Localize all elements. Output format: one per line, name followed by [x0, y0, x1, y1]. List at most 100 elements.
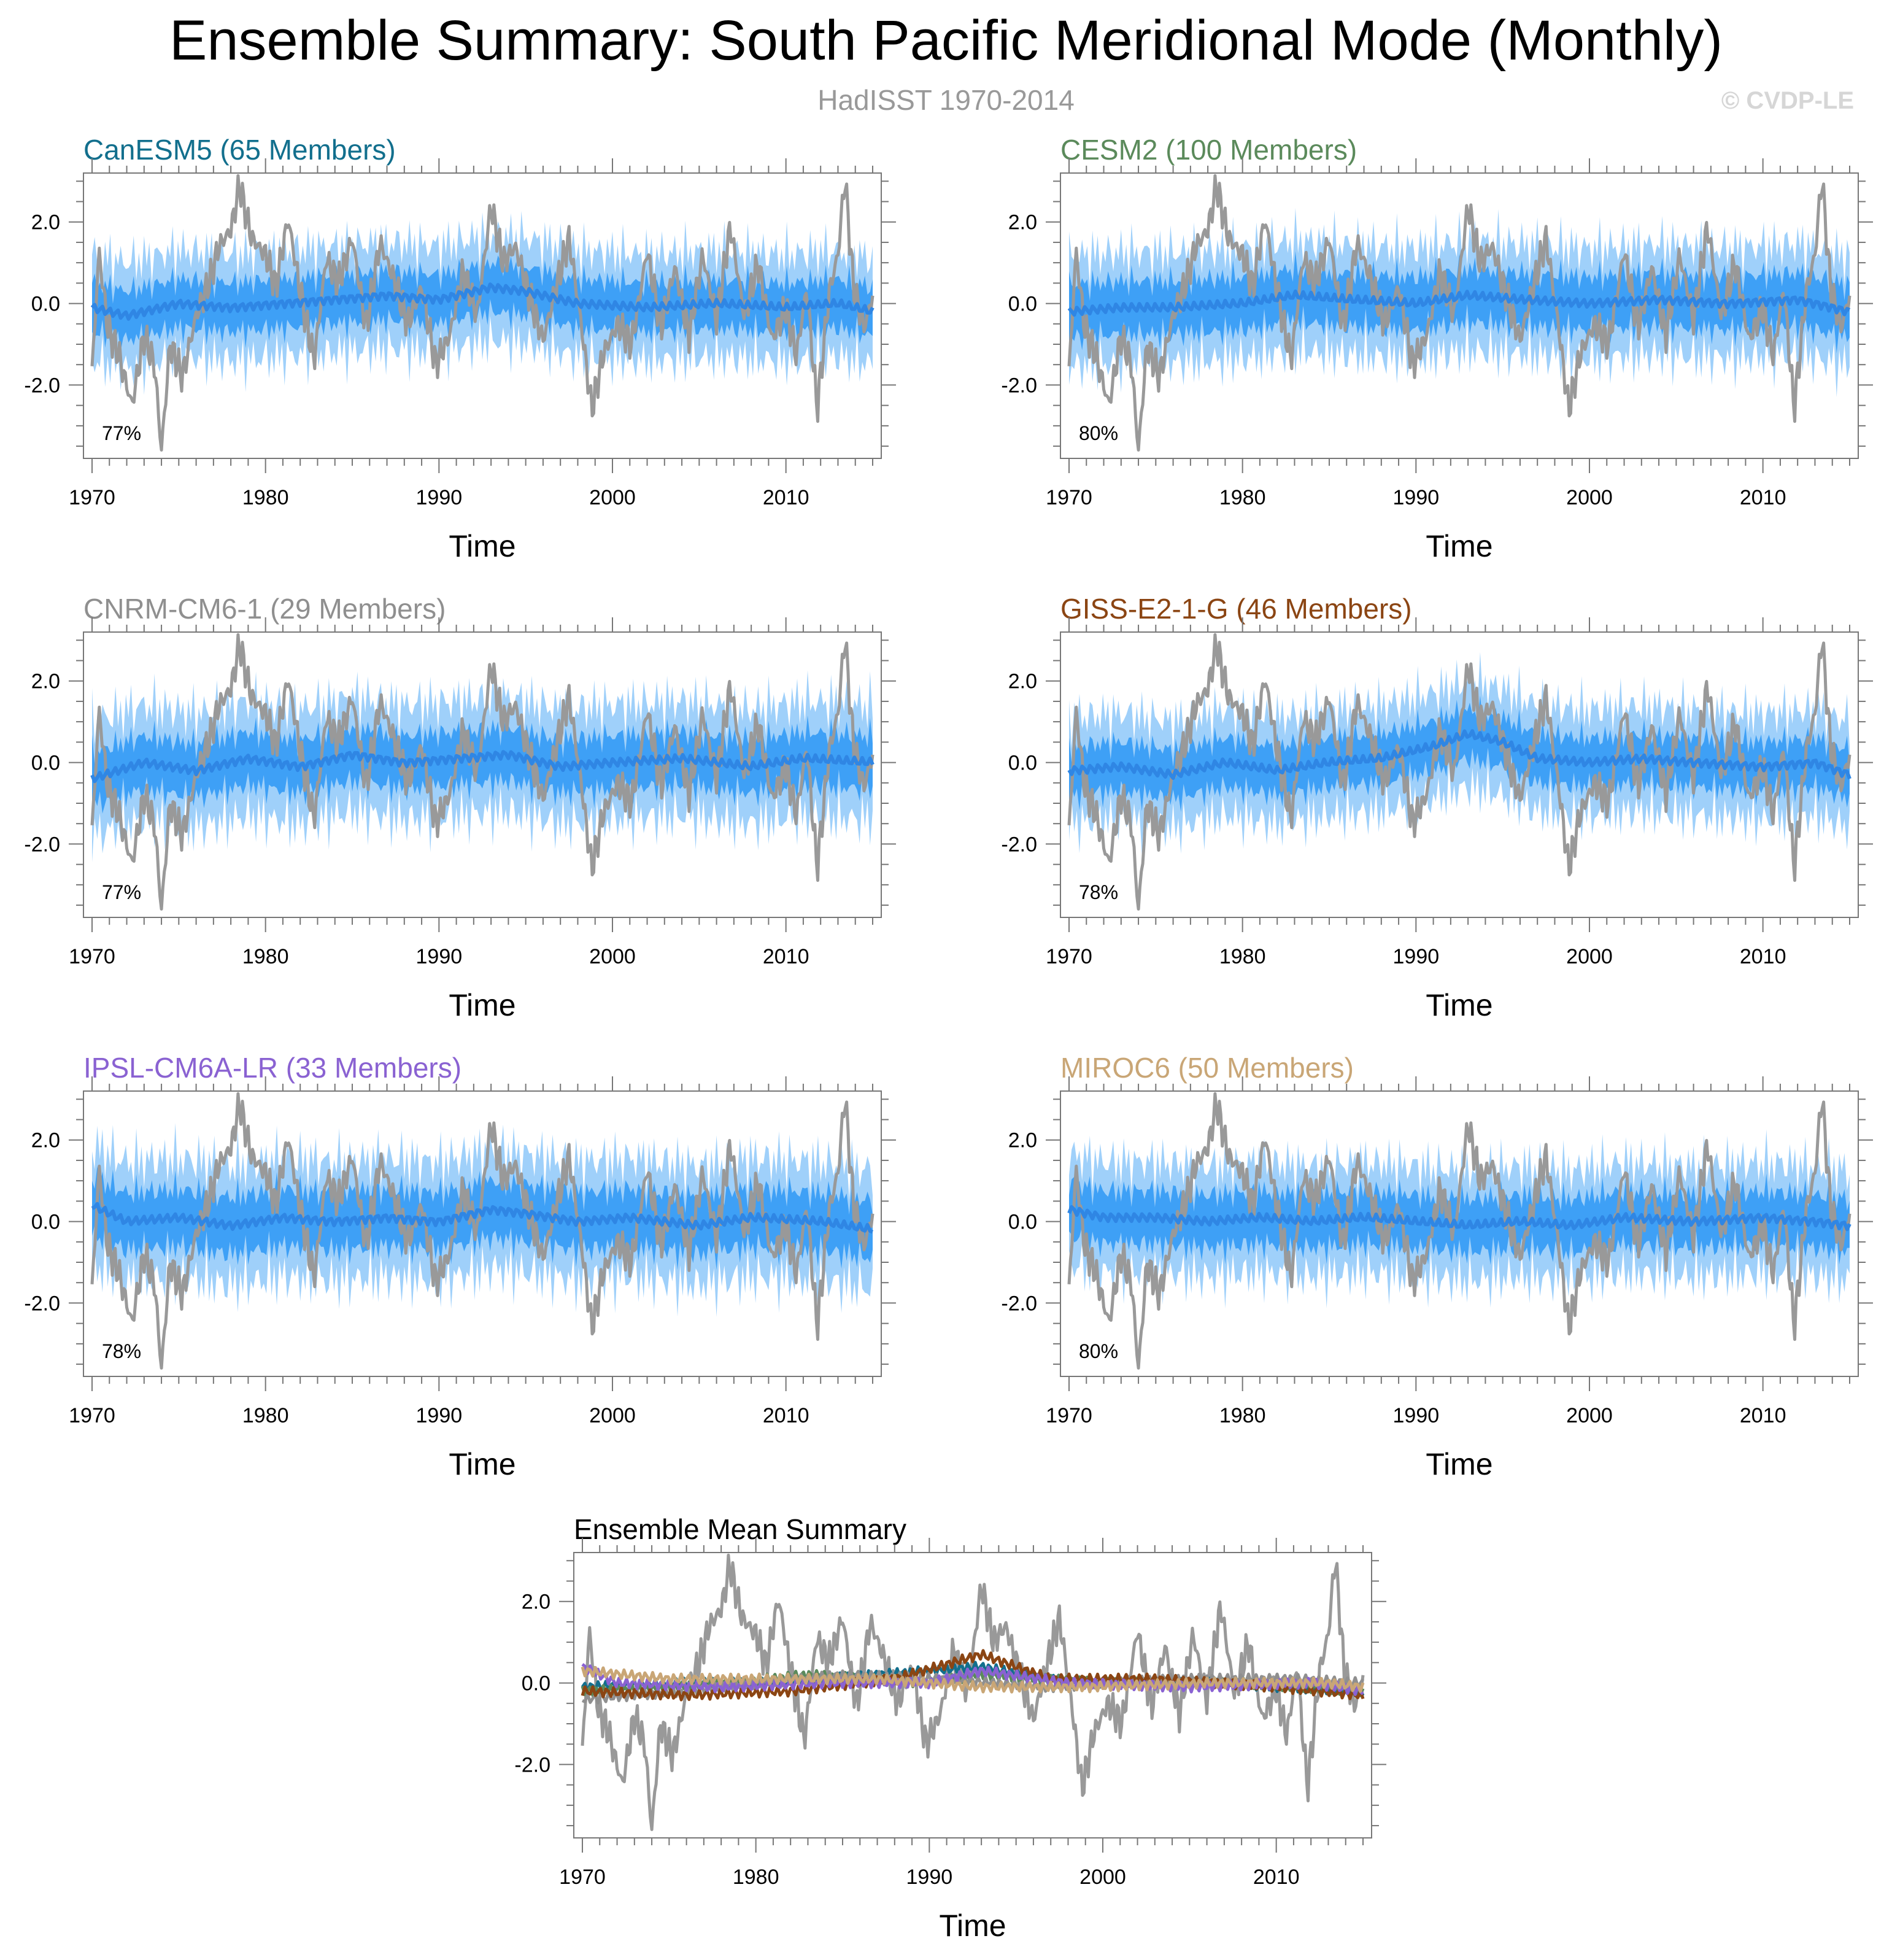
x-tick-label: 1990 — [1393, 486, 1440, 509]
x-tick-label: 1970 — [69, 486, 115, 509]
x-tick-label: 1970 — [1046, 1404, 1092, 1427]
y-tick-label: 0.0 — [1008, 293, 1037, 316]
panel-title: CanESM5 (65 Members) — [83, 134, 396, 166]
x-tick-label: 2010 — [1740, 1404, 1786, 1427]
series-line — [581, 1665, 1365, 1694]
x-tick-label: 1980 — [242, 945, 289, 968]
panel-title: IPSL-CM6A-LR (33 Members) — [83, 1052, 461, 1084]
plot-area — [1067, 633, 1851, 911]
x-tick-label: 1970 — [69, 945, 115, 968]
y-tick-label: 2.0 — [31, 670, 60, 693]
band-25-75 — [1069, 251, 1850, 353]
x-tick-label: 1980 — [242, 486, 289, 509]
x-tick-label: 2000 — [1566, 1404, 1613, 1427]
pct-label: 80% — [1079, 422, 1118, 444]
figure-subtitle: HadISST 1970-2014 — [817, 84, 1075, 116]
x-axis-title: Time — [449, 988, 515, 1022]
y-tick-label: 2.0 — [1008, 670, 1037, 693]
x-tick-label: 2010 — [1253, 1865, 1300, 1889]
y-tick-label: 2.0 — [1008, 211, 1037, 234]
pct-label: 77% — [102, 881, 141, 903]
band-25-75 — [1069, 695, 1850, 812]
pct-label: 80% — [1079, 1340, 1118, 1362]
ensemble-mean-line — [90, 750, 875, 784]
y-tick-label: -2.0 — [24, 1292, 60, 1315]
x-tick-label: 1990 — [416, 486, 463, 509]
y-tick-label: 0.0 — [31, 1211, 60, 1234]
x-tick-label: 1970 — [1046, 945, 1092, 968]
figure-title: Ensemble Summary: South Pacific Meridion… — [169, 9, 1723, 72]
x-tick-label: 1990 — [1393, 945, 1440, 968]
pct-label: 78% — [102, 1340, 141, 1362]
x-tick-label: 2000 — [1566, 486, 1613, 509]
plot-area — [581, 1553, 1365, 1831]
y-tick-label: 0.0 — [522, 1672, 550, 1696]
ensemble-mean-line — [91, 1202, 874, 1234]
y-tick-label: -2.0 — [1001, 833, 1037, 856]
plot-frame — [1060, 1090, 1859, 1377]
plot-frame — [1060, 631, 1859, 918]
panel-giss: GISS-E2-1-G (46 Members) 1970 1980 1990 2000… — [1001, 593, 1873, 1022]
x-axis-title: Time — [1426, 1447, 1492, 1481]
pct-label: 77% — [102, 422, 141, 444]
band-25-75 — [92, 252, 873, 352]
observed-line — [1067, 174, 1851, 452]
panel-cnrm: CNRM-CM6-1 (29 Members) 1970 1980 1990 2000 2… — [24, 593, 896, 1022]
panel-summary: Ensemble Mean Summary 1970 1980 1990 2000 201… — [514, 1513, 1386, 1943]
x-tick-label: 1980 — [733, 1865, 779, 1889]
panel-title: GISS-E2-1-G (46 Members) — [1060, 593, 1412, 625]
x-tick-label: 2010 — [763, 486, 809, 509]
x-axis-title: Time — [1426, 988, 1492, 1022]
panel-title: CESM2 (100 Members) — [1060, 134, 1357, 166]
ensemble-mean-line — [1067, 289, 1851, 317]
plot-frame — [83, 1090, 882, 1377]
y-tick-label: 0.0 — [31, 752, 60, 775]
plot-area — [90, 633, 875, 911]
observed-line — [1067, 1092, 1851, 1370]
x-axis-title: Time — [449, 529, 515, 563]
y-tick-label: -2.0 — [24, 374, 60, 397]
panel-title: MIROC6 (50 Members) — [1060, 1052, 1354, 1084]
x-tick-label: 2000 — [1079, 1865, 1126, 1889]
plot-frame — [573, 1552, 1372, 1838]
x-tick-label: 1980 — [1219, 1404, 1266, 1427]
x-axis-title: Time — [449, 1447, 515, 1481]
y-tick-label: -2.0 — [1001, 1292, 1037, 1315]
x-tick-label: 2000 — [589, 486, 636, 509]
x-tick-label: 1990 — [416, 1404, 463, 1427]
panel-miroc6: MIROC6 (50 Members) 1970 1980 1990 2000 2010 2… — [1001, 1052, 1873, 1481]
x-tick-label: 1980 — [1219, 945, 1266, 968]
x-tick-label: 1990 — [906, 1865, 953, 1889]
x-tick-label: 2010 — [1740, 945, 1786, 968]
series-line — [581, 1649, 1365, 1702]
x-tick-label: 1970 — [559, 1865, 606, 1889]
y-tick-label: 2.0 — [1008, 1129, 1037, 1152]
ensemble-mean-line — [1067, 1205, 1851, 1232]
panel-cesm2: CESM2 (100 Members) 1970 1980 1990 2000 2010 2… — [1001, 134, 1873, 563]
plot-area — [90, 1092, 875, 1370]
observed-line — [90, 1092, 875, 1370]
y-tick-label: -2.0 — [24, 833, 60, 856]
y-tick-label: 2.0 — [31, 211, 60, 234]
plot-area — [1067, 174, 1851, 452]
y-tick-label: 2.0 — [31, 1129, 60, 1152]
x-tick-label: 2000 — [589, 945, 636, 968]
y-tick-label: -2.0 — [1001, 374, 1037, 397]
observed-line — [90, 174, 875, 452]
plot-frame — [1060, 172, 1859, 459]
x-tick-label: 2000 — [589, 1404, 636, 1427]
y-tick-label: -2.0 — [514, 1753, 550, 1777]
x-tick-label: 1970 — [1046, 486, 1092, 509]
x-axis-title: Time — [939, 1908, 1006, 1943]
panel-title: Ensemble Mean Summary — [574, 1513, 906, 1545]
panel-canesm5: CanESM5 (65 Members) 1970 1980 1990 2000 2010… — [24, 134, 896, 563]
plot-area — [1067, 1092, 1851, 1370]
x-tick-label: 1990 — [416, 945, 463, 968]
x-tick-label: 1980 — [242, 1404, 289, 1427]
y-tick-label: 0.0 — [1008, 752, 1037, 775]
x-tick-label: 1990 — [1393, 1404, 1440, 1427]
observed-line — [1067, 633, 1851, 911]
plot-area — [90, 174, 875, 452]
x-tick-label: 1970 — [69, 1404, 115, 1427]
